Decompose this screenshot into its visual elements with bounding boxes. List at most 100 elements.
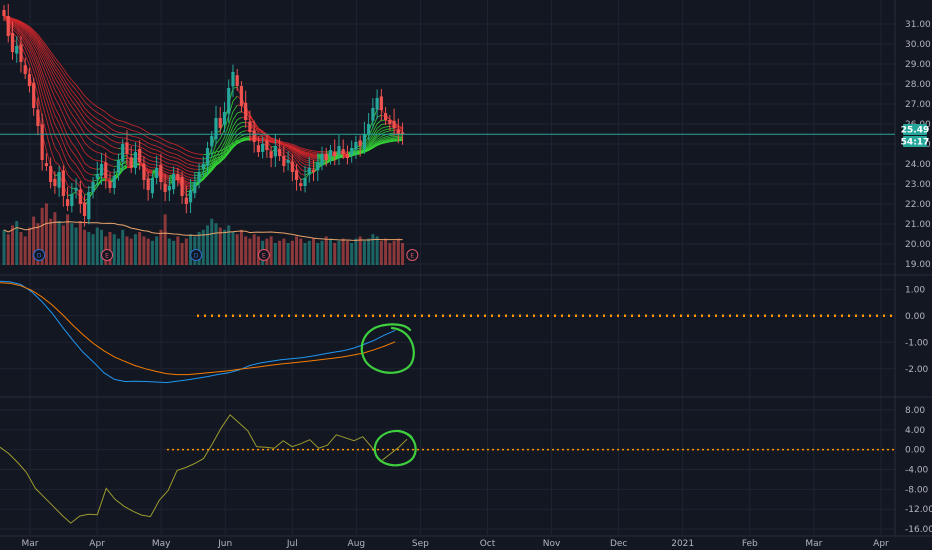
candle-body[interactable] [379,96,383,110]
candle-body[interactable] [57,172,61,188]
candle-body[interactable] [201,164,205,169]
candle-body[interactable] [40,124,44,160]
candle-body[interactable] [125,142,129,154]
candle-body[interactable] [150,178,154,194]
candle-body[interactable] [95,174,99,179]
event-marker-dividend[interactable] [33,249,46,261]
candle-body[interactable] [19,44,23,62]
event-marker-dividend[interactable] [190,249,203,261]
candle-body[interactable] [82,202,87,216]
event-marker-earnings[interactable] [257,249,270,261]
candle-body[interactable] [155,168,159,178]
bar-countdown-badge[interactable]: 54:17 [901,136,930,148]
candle-body[interactable] [396,129,400,134]
candle-body[interactable] [197,172,201,182]
candle-body[interactable] [116,160,121,173]
candle-body[interactable] [121,144,125,162]
candle-body[interactable] [205,148,210,166]
candle-body[interactable] [227,88,231,114]
candle-body[interactable] [320,154,324,166]
candle-body[interactable] [311,169,316,172]
candle-body[interactable] [265,140,269,150]
event-marker-earnings[interactable] [101,249,114,261]
candle-body[interactable] [400,132,405,135]
candle-body[interactable] [133,152,138,168]
candle-body[interactable] [180,176,184,196]
candle-body[interactable] [74,188,78,191]
candle-body[interactable] [358,140,362,146]
candle-body[interactable] [87,192,91,220]
candle-body[interactable] [341,149,345,154]
last-price-badge[interactable]: 25.49 [901,124,929,136]
candle-body[interactable] [70,194,74,206]
candle-body[interactable] [273,146,277,157]
candle-body[interactable] [27,74,32,86]
candle-body[interactable] [299,183,303,186]
candle-body[interactable] [328,150,333,157]
candle-body[interactable] [210,136,214,147]
candle-body[interactable] [104,162,108,178]
candle-body[interactable] [282,156,286,166]
price-candles[interactable] [0,3,895,227]
candle-body[interactable] [362,134,366,150]
candle-body[interactable] [354,142,358,150]
macd-panel[interactable] [0,280,895,384]
candle-body[interactable] [345,154,350,158]
candle-body[interactable] [294,170,299,180]
event-marker-earnings[interactable] [406,249,419,261]
candle-body[interactable] [286,160,290,163]
candle-body[interactable] [36,109,40,126]
signal-line[interactable] [0,282,396,376]
candle-body[interactable] [15,46,19,54]
candle-body[interactable] [6,16,10,36]
candle-body[interactable] [367,124,371,134]
candle-body[interactable] [78,189,82,204]
candle-body[interactable] [53,178,57,186]
candle-body[interactable] [108,181,112,188]
candle-body[interactable] [231,72,235,87]
macd-line[interactable] [0,280,396,384]
candle-body[interactable] [23,65,27,74]
candle-body[interactable] [172,174,176,190]
candle-body[interactable] [375,98,379,110]
oscillator-panel[interactable] [0,414,895,524]
candle-body[interactable] [248,121,252,132]
candle-body[interactable] [324,154,328,160]
candle-body[interactable] [163,183,167,192]
candle-body[interactable] [350,148,354,155]
candle-body[interactable] [235,75,239,86]
candle-body[interactable] [371,108,375,121]
candle-body[interactable] [129,157,133,168]
oscillator-line[interactable] [0,414,408,524]
candle-body[interactable] [252,130,256,142]
candle-body[interactable] [142,163,146,180]
candle-body[interactable] [49,166,53,182]
candle-body[interactable] [392,120,396,128]
candle-body[interactable] [214,118,218,140]
candle-body[interactable] [146,178,150,190]
candle-body[interactable] [138,148,142,162]
candle-body[interactable] [176,174,180,180]
candle-body[interactable] [10,32,15,52]
candle-body[interactable] [316,162,320,171]
candle-body[interactable] [239,86,244,106]
candle-body[interactable] [167,186,171,191]
candle-body[interactable] [61,170,65,196]
candle-body[interactable] [66,199,70,206]
candle-body[interactable] [159,164,163,182]
candle-body[interactable] [91,182,95,192]
candle-body[interactable] [388,120,392,124]
candle-body[interactable] [261,144,265,152]
candle-body[interactable] [44,163,48,166]
candle-body[interactable] [307,168,311,175]
candle-body[interactable] [218,118,222,128]
candle-body[interactable] [333,151,337,156]
candle-body[interactable] [193,182,197,194]
candle-body[interactable] [303,178,307,186]
candle-body[interactable] [188,190,193,203]
candle-body[interactable] [2,10,6,16]
candle-body[interactable] [290,161,294,172]
candle-body[interactable] [269,151,273,158]
candle-body[interactable] [184,197,188,204]
candle-body[interactable] [99,164,104,176]
